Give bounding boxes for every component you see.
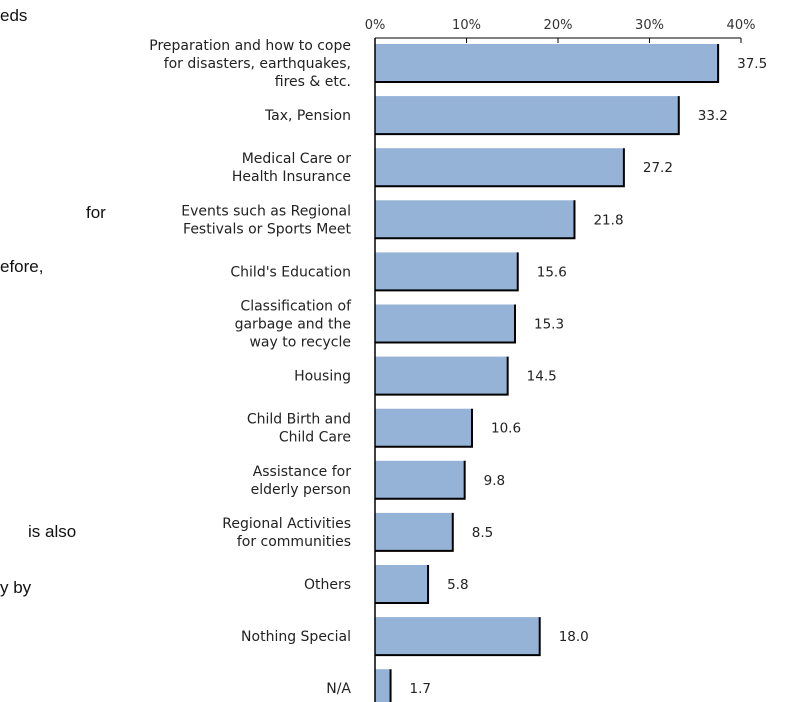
data-label: 27.2 <box>643 160 673 176</box>
bar-edge <box>375 44 720 83</box>
bar-edge <box>375 304 516 344</box>
category-label: Child's Education <box>230 264 351 280</box>
category-label: Child Birth and Child Care <box>247 412 351 446</box>
bar <box>375 44 719 82</box>
bar-edge <box>375 512 454 552</box>
category-label: Others <box>304 577 351 593</box>
category-label: Events such as Regional Festivals or Spor… <box>181 203 351 237</box>
page-text-fragment: for <box>86 203 106 222</box>
x-tick-label: 0% <box>365 18 386 33</box>
bar-edge <box>375 460 466 500</box>
data-label: 15.6 <box>537 264 567 280</box>
bar <box>375 356 508 395</box>
category-label: Preparation and how to cope for disasters… <box>149 38 351 90</box>
bar-edge <box>375 617 541 657</box>
category-label: Housing <box>294 369 351 385</box>
data-label: 1.7 <box>410 681 431 697</box>
bar <box>375 304 515 343</box>
data-label: 33.2 <box>698 108 728 124</box>
data-label: 18.0 <box>559 629 589 645</box>
bar-edge <box>375 200 576 240</box>
page-text-fragment: y by <box>0 578 32 597</box>
page-text-fragment: eds <box>0 6 28 25</box>
bar-edge <box>375 408 473 448</box>
data-label: 37.5 <box>737 56 767 72</box>
x-tick-label: 30% <box>635 18 664 33</box>
page-text-fragment: is also <box>28 522 77 541</box>
bar <box>375 200 575 239</box>
page-text-fragment: efore, <box>0 257 44 276</box>
bar-edge <box>375 356 509 396</box>
bar <box>375 252 518 291</box>
x-tick-label: 40% <box>727 18 756 33</box>
bar <box>375 565 429 603</box>
bar-edge <box>375 148 625 188</box>
data-label: 10.6 <box>491 421 521 437</box>
data-label: 21.8 <box>593 212 623 228</box>
bar-edge <box>375 96 680 136</box>
data-label: 9.8 <box>484 473 505 489</box>
bar <box>375 669 391 702</box>
data-label: 8.5 <box>472 525 493 541</box>
category-label: Regional Activities for communities <box>222 516 351 550</box>
category-label: N/A <box>326 681 351 697</box>
bar <box>375 460 465 499</box>
x-tick-label: 20% <box>544 18 573 33</box>
bar-edge <box>389 669 392 702</box>
data-label: 15.3 <box>534 317 564 333</box>
bar <box>375 617 540 656</box>
bar <box>375 408 472 447</box>
category-label: Classification of garbage and the way to r… <box>235 299 352 351</box>
bar <box>375 96 679 135</box>
data-label: 14.5 <box>527 369 557 385</box>
x-tick-label: 10% <box>452 18 481 33</box>
category-label: Medical Care or Health Insurance <box>232 151 351 185</box>
bar <box>375 512 453 551</box>
category-label: Assistance for elderly person <box>251 464 352 498</box>
bar-edge <box>375 565 430 604</box>
bar <box>375 148 624 187</box>
data-label: 5.8 <box>447 577 468 593</box>
category-label: Nothing Special <box>241 629 351 645</box>
category-label: Tax, Pension <box>264 108 351 124</box>
bar-edge <box>375 252 519 292</box>
